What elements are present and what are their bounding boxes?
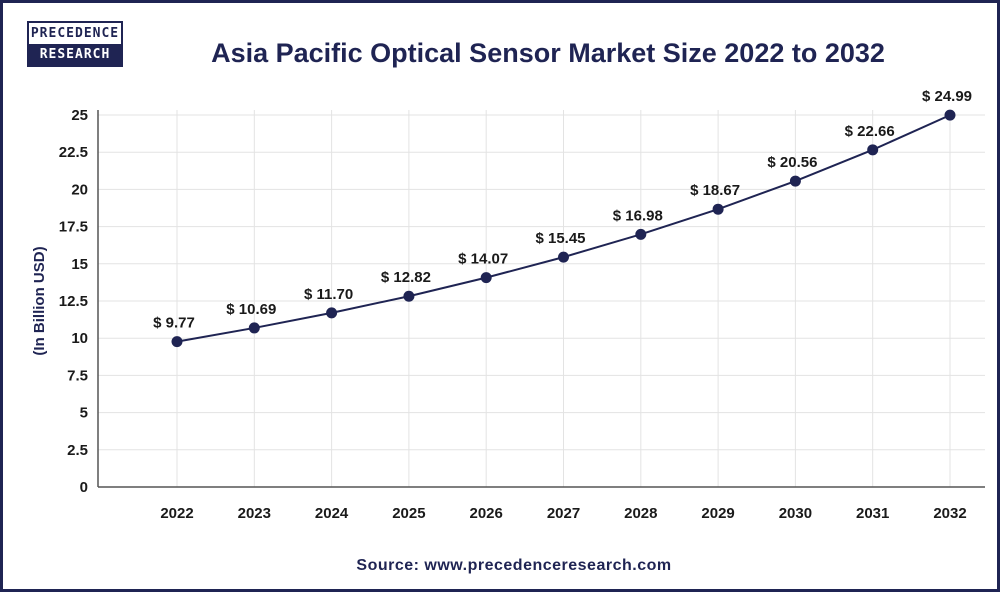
x-tick-label: 2026 bbox=[470, 505, 503, 522]
data-label: $ 22.66 bbox=[845, 123, 895, 140]
logo-line2: RESEARCH bbox=[29, 44, 121, 65]
y-tick-label: 17.5 bbox=[59, 219, 88, 236]
data-point bbox=[867, 144, 879, 156]
data-label: $ 16.98 bbox=[613, 207, 663, 224]
data-label: $ 20.56 bbox=[767, 154, 817, 171]
data-label: $ 11.70 bbox=[304, 286, 353, 303]
x-tick-label: 2028 bbox=[624, 505, 657, 522]
data-point bbox=[171, 336, 183, 348]
data-label: $ 14.07 bbox=[458, 251, 508, 268]
data-point bbox=[326, 307, 338, 319]
x-tick-label: 2024 bbox=[315, 505, 349, 522]
data-point bbox=[558, 251, 569, 263]
y-tick-label: 20 bbox=[71, 181, 88, 198]
x-tick-label: 2027 bbox=[547, 505, 580, 522]
data-point bbox=[480, 272, 492, 284]
data-point bbox=[635, 228, 647, 240]
y-tick-label: 7.5 bbox=[67, 367, 88, 384]
logo: PRECEDENCE RESEARCH bbox=[27, 21, 123, 67]
x-tick-label: 2031 bbox=[856, 505, 889, 522]
data-label: $ 12.82 bbox=[381, 269, 431, 286]
x-tick-label: 2030 bbox=[779, 505, 812, 522]
chart-title: Asia Pacific Optical Sensor Market Size … bbox=[211, 38, 885, 68]
x-tick-label: 2022 bbox=[160, 505, 193, 522]
data-point bbox=[248, 322, 260, 334]
x-tick-label: 2025 bbox=[392, 505, 425, 522]
data-label: $ 9.77 bbox=[153, 315, 195, 332]
source-text: Source: www.precedenceresearch.com bbox=[356, 557, 672, 574]
y-tick-label: 25 bbox=[71, 107, 88, 124]
data-point bbox=[712, 203, 724, 215]
y-tick-label: 15 bbox=[71, 256, 88, 273]
data-label: $ 15.45 bbox=[535, 230, 585, 247]
y-axis-label: (In Billion USD) bbox=[31, 246, 48, 355]
data-label: $ 18.67 bbox=[690, 182, 740, 199]
data-label: $ 10.69 bbox=[226, 301, 276, 318]
y-tick-label: 22.5 bbox=[59, 144, 88, 161]
logo-line1: PRECEDENCE bbox=[29, 23, 121, 44]
x-tick-label: 2023 bbox=[238, 505, 271, 522]
data-point bbox=[944, 109, 956, 121]
x-tick-label: 2032 bbox=[933, 505, 966, 522]
y-tick-label: 10 bbox=[71, 330, 88, 347]
y-tick-label: 0 bbox=[80, 479, 88, 496]
y-tick-label: 12.5 bbox=[59, 293, 88, 310]
x-tick-label: 2029 bbox=[701, 505, 734, 522]
y-tick-label: 2.5 bbox=[67, 442, 88, 459]
data-point bbox=[403, 290, 415, 302]
y-tick-label: 5 bbox=[80, 405, 88, 422]
data-point bbox=[789, 175, 801, 187]
data-label: $ 24.99 bbox=[922, 88, 972, 105]
